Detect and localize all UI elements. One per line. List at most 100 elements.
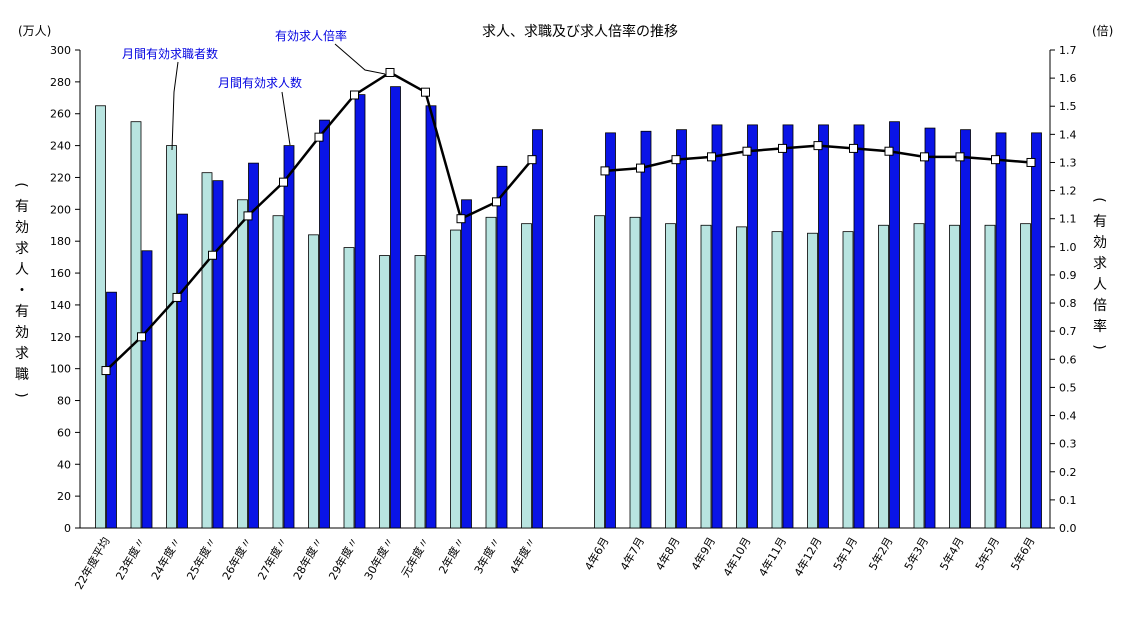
series-annotations: 月間有効求職者数 月間有効求人数 有効求人倍率 [122,28,386,151]
ratio-point [350,90,359,100]
ratio-point [527,155,537,165]
right-tick-label: 0.5 [1059,381,1077,394]
bars [95,86,1042,529]
category-label: 4年9月 [688,535,718,573]
category-label: 2年度〃 [435,535,467,577]
category-label: 4年度〃 [506,535,538,577]
bar-job-openings [924,127,936,529]
ratio-point [172,292,182,302]
right-tick-label: 0.7 [1059,325,1077,338]
bar-job-openings [818,124,829,529]
ratio-point [671,155,681,165]
left-tick-label: 0 [64,522,71,535]
bar-job-seekers [736,226,747,529]
left-tick-label: 40 [57,458,71,471]
left-tick-label: 100 [50,363,71,376]
category-label: 4年7月 [617,535,647,573]
bar-job-openings [1031,132,1042,529]
bar-job-openings [605,132,616,529]
ratio-point [991,155,1000,165]
left-tick-label: 120 [50,331,71,344]
bar-job-openings [889,121,900,529]
vertical-label-char: 人 [1093,277,1107,293]
ratio-point [742,146,752,156]
bar-job-openings [995,132,1007,529]
bar-job-seekers [521,223,532,529]
left-tick-label: 180 [50,235,71,248]
right-tick-label: 1.4 [1059,128,1077,141]
ratio-point [137,332,146,342]
left-axis-unit: (万人) [18,24,51,38]
ratio-point [314,132,324,142]
bar-job-seekers [414,255,426,529]
right-tick-label: 0.6 [1059,353,1077,366]
annotation-ratio: 有効求人倍率 [275,28,347,43]
right-tick-label: 0.2 [1059,466,1077,479]
bar-job-seekers [984,224,996,529]
annotation-job-seekers: 月間有効求職者数 [122,46,218,61]
vertical-label-char: ・ [15,283,29,299]
vertical-label-char: 率 [1093,318,1107,335]
bar-job-seekers [166,145,177,529]
right-tick-label: 0.3 [1059,438,1077,451]
category-label: 26年度〃 [219,535,255,583]
right-tick-label: 0.8 [1059,297,1077,310]
annotation-job-openings: 月間有効求人数 [218,75,302,90]
bar-job-seekers [450,229,461,529]
vertical-label-char: 職 [15,367,29,383]
category-label: 22年度平均 [71,535,112,592]
right-axis-label: (有効求人倍率) [1091,197,1107,349]
bar-job-seekers [807,232,818,529]
vertical-label-char: 有 [15,199,29,215]
bar-job-openings [141,250,153,529]
vertical-label-char: ) [1091,344,1107,349]
vertical-label-char: ( [1091,197,1107,202]
vertical-label-char: 求 [15,241,29,257]
right-tick-label: 1.3 [1059,156,1077,169]
bar-job-openings [283,145,295,529]
ratio-point [955,152,965,162]
bar-job-openings [532,129,543,529]
vertical-label-char: 有 [15,304,29,320]
ratio-point [778,143,787,153]
ratio-point [279,177,288,187]
category-label: 30年度〃 [361,535,397,583]
ratio-point [813,141,823,151]
bar-job-seekers [842,231,854,529]
chart-title: 求人、求職及び求人倍率の推移 [482,23,678,40]
leader-job-openings [281,91,291,146]
bar-job-openings [425,105,437,529]
vertical-label-char: ( [13,182,29,187]
leader-ratio [334,43,386,75]
right-tick-label: 1.0 [1059,241,1077,254]
left-tick-label: 60 [57,426,71,439]
category-label: 4年11月 [755,535,789,579]
bar-job-openings [212,180,224,529]
bar-job-seekers [629,216,641,529]
ratio-point [243,211,253,221]
bar-job-openings [782,124,794,529]
left-tick-label: 260 [50,108,71,121]
bar-job-seekers [913,223,925,529]
left-tick-label: 80 [57,395,71,408]
vertical-label-char: 効 [15,325,29,341]
right-tick-label: 1.5 [1059,100,1077,113]
bar-job-seekers [1020,223,1031,529]
bar-job-seekers [379,255,390,529]
axes: 0 20 40 60 80 100 120 140 160 180 200 220 240 260 280 3… [50,44,1077,535]
left-tick-label: 20 [57,490,71,503]
bar-job-openings [319,119,330,529]
bar-job-seekers [700,224,712,529]
left-tick-label: 160 [50,267,71,280]
ratio-point [1026,157,1036,167]
vertical-label-char: 倍 [1093,298,1107,314]
right-tick-label: 0.1 [1059,494,1077,507]
right-tick-label: 1.2 [1059,185,1077,198]
bar-job-seekers [878,224,889,529]
vertical-label-char: 効 [1093,235,1107,251]
ratio-point [636,163,645,173]
category-label: 25年度〃 [183,535,219,583]
vertical-label-char: 求 [15,346,29,362]
vertical-label-char: 求 [1093,256,1107,272]
